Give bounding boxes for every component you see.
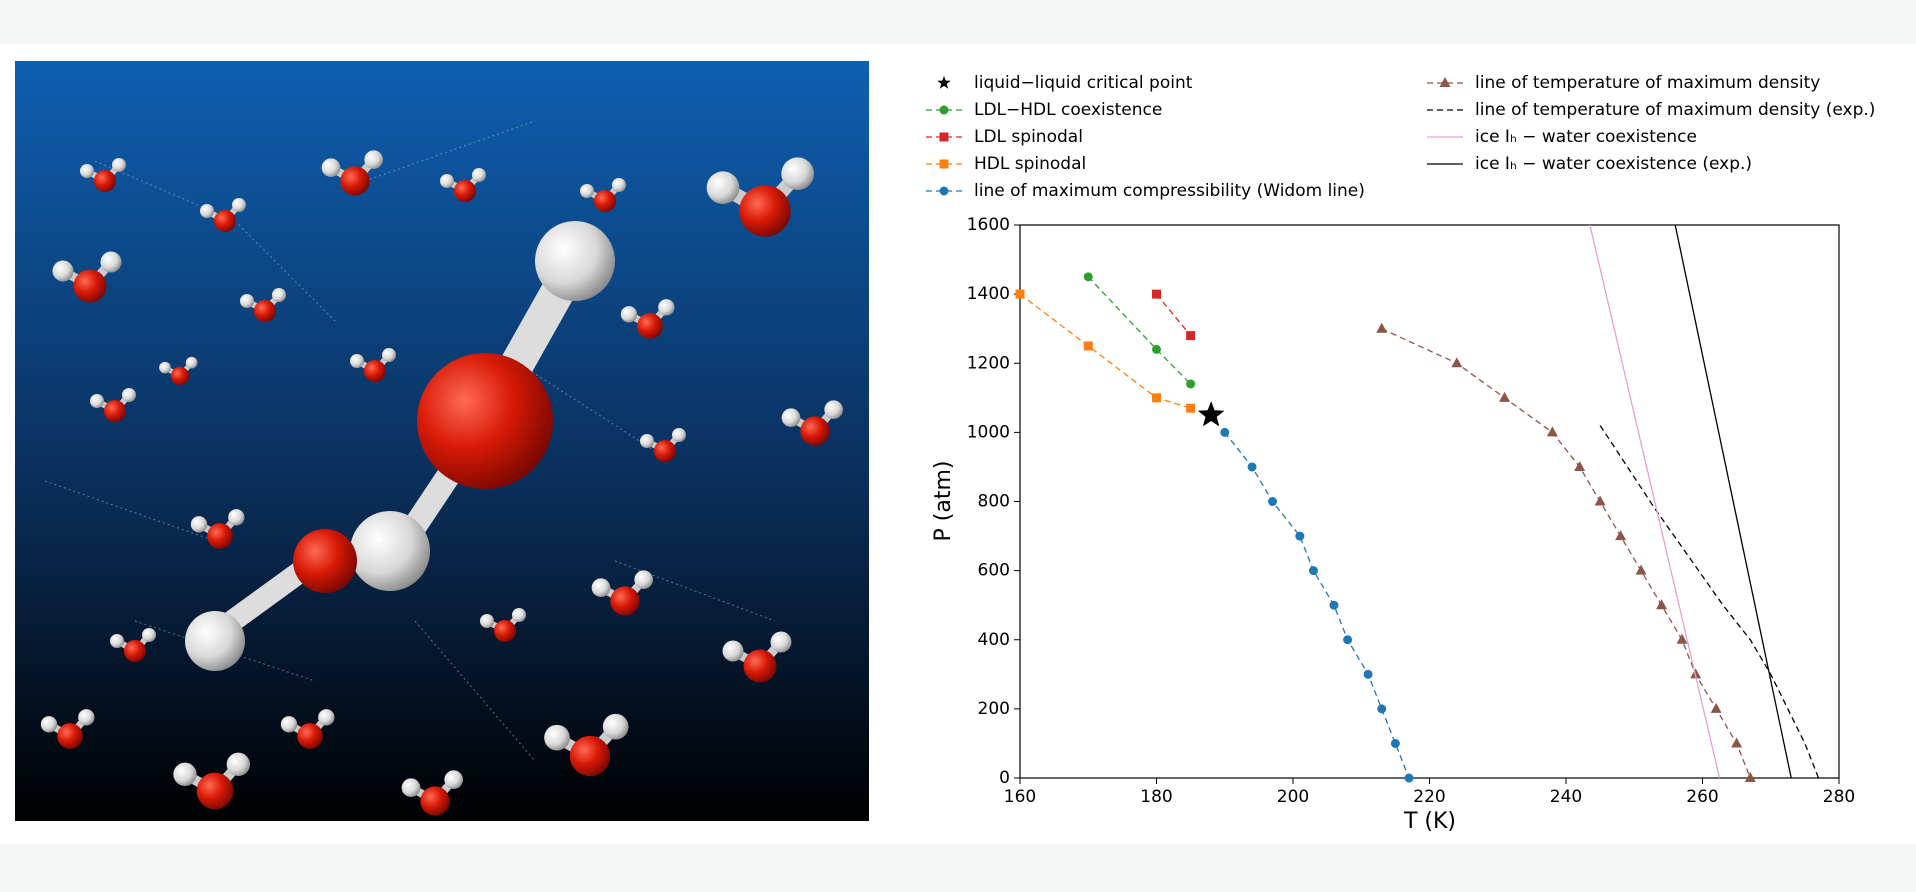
series — [1083, 272, 1196, 389]
point — [1404, 773, 1414, 783]
point — [1710, 702, 1722, 713]
point — [1152, 393, 1161, 403]
legend-label: line of temperature of maximum density (… — [1475, 100, 1875, 120]
legend-label: HDL spinodal — [974, 154, 1086, 174]
x-tick-label: 200 — [1277, 787, 1309, 807]
legend-label: LDL−HDL coexistence — [974, 100, 1162, 120]
point — [1635, 564, 1647, 575]
legend-entry: line of temperature of maximum density — [1427, 73, 1820, 93]
point — [1499, 391, 1511, 402]
point — [1390, 738, 1400, 748]
point — [1731, 737, 1743, 748]
series — [1674, 224, 1792, 779]
point — [1377, 704, 1387, 714]
series-line — [1599, 425, 1820, 779]
series — [1015, 289, 1196, 413]
legend-entry: LDL spinodal — [926, 127, 1083, 147]
point — [1015, 289, 1025, 299]
legend-entry: ice Iₕ − water coexistence (exp.) — [1427, 154, 1752, 174]
y-axis-label: P (atm) — [931, 461, 956, 542]
point — [1329, 600, 1339, 610]
y-tick-label: 0 — [999, 768, 1010, 788]
series-line — [1224, 431, 1410, 779]
series — [1152, 289, 1196, 341]
legend-label: line of maximum compressibility (Widom l… — [974, 181, 1365, 201]
series-line — [1087, 276, 1192, 385]
legend-entry: HDL spinodal — [926, 154, 1086, 174]
point — [1268, 497, 1278, 506]
y-tick-label: 1000 — [967, 422, 1010, 442]
point — [1152, 289, 1161, 299]
legend-label: ice Iₕ − water coexistence — [1475, 127, 1697, 147]
legend-entry: ice Iₕ − water coexistence — [1427, 127, 1697, 147]
point — [1197, 401, 1225, 427]
point — [1083, 272, 1093, 282]
legend-entry: LDL−HDL coexistence — [926, 100, 1162, 120]
point — [1363, 669, 1373, 679]
series — [1376, 322, 1756, 782]
legend-entry: line of temperature of maximum density (… — [1427, 100, 1875, 120]
point — [1546, 426, 1558, 437]
point — [939, 159, 949, 169]
point — [1152, 344, 1161, 354]
molecular-rendering — [15, 61, 869, 821]
legend-label: LDL spinodal — [974, 127, 1083, 147]
point — [937, 76, 951, 89]
point — [1615, 530, 1627, 541]
series — [1599, 425, 1820, 779]
point — [1220, 427, 1230, 437]
point — [1376, 322, 1388, 333]
legend-label: liquid−liquid critical point — [974, 73, 1193, 93]
point — [1247, 462, 1257, 472]
series — [1220, 427, 1414, 783]
point — [1574, 460, 1586, 471]
y-tick-label: 200 — [978, 699, 1010, 719]
point — [1594, 495, 1606, 506]
point — [1744, 772, 1756, 782]
x-axis-label: T (K) — [1403, 809, 1456, 834]
point — [939, 186, 949, 196]
point — [1308, 566, 1318, 576]
y-tick-label: 1600 — [967, 215, 1010, 235]
point — [1186, 403, 1196, 413]
x-tick-label: 160 — [1004, 787, 1036, 807]
point — [1186, 331, 1196, 341]
y-tick-label: 800 — [978, 492, 1010, 512]
series-line — [1019, 293, 1191, 409]
series — [1197, 401, 1225, 427]
series-line — [1381, 328, 1751, 779]
legend-label: line of temperature of maximum density — [1475, 73, 1820, 93]
plot-frame — [1019, 224, 1840, 779]
legend-label: ice Iₕ − water coexistence (exp.) — [1475, 154, 1752, 174]
legend-entry: line of maximum compressibility (Widom l… — [926, 181, 1365, 201]
point — [1656, 599, 1668, 610]
point — [1083, 341, 1093, 351]
point — [939, 105, 949, 115]
series — [1589, 224, 1721, 779]
y-tick-label: 1200 — [967, 353, 1010, 373]
x-tick-label: 280 — [1823, 787, 1855, 807]
series-line — [1674, 224, 1792, 779]
y-tick-label: 1400 — [967, 284, 1010, 304]
legend-entry: liquid−liquid critical point — [937, 73, 1193, 93]
point — [1343, 635, 1353, 645]
series-line — [1155, 293, 1192, 337]
y-tick-label: 600 — [978, 561, 1010, 581]
point — [939, 132, 949, 142]
point — [1295, 531, 1305, 541]
x-tick-label: 220 — [1413, 787, 1445, 807]
x-tick-label: 240 — [1550, 787, 1582, 807]
y-tick-label: 400 — [978, 630, 1010, 650]
x-tick-label: 180 — [1140, 787, 1172, 807]
point — [1439, 77, 1451, 87]
point — [1676, 633, 1688, 644]
x-tick-label: 260 — [1686, 787, 1718, 807]
point — [1451, 357, 1463, 368]
point — [1186, 379, 1196, 389]
series-line — [1589, 224, 1721, 779]
